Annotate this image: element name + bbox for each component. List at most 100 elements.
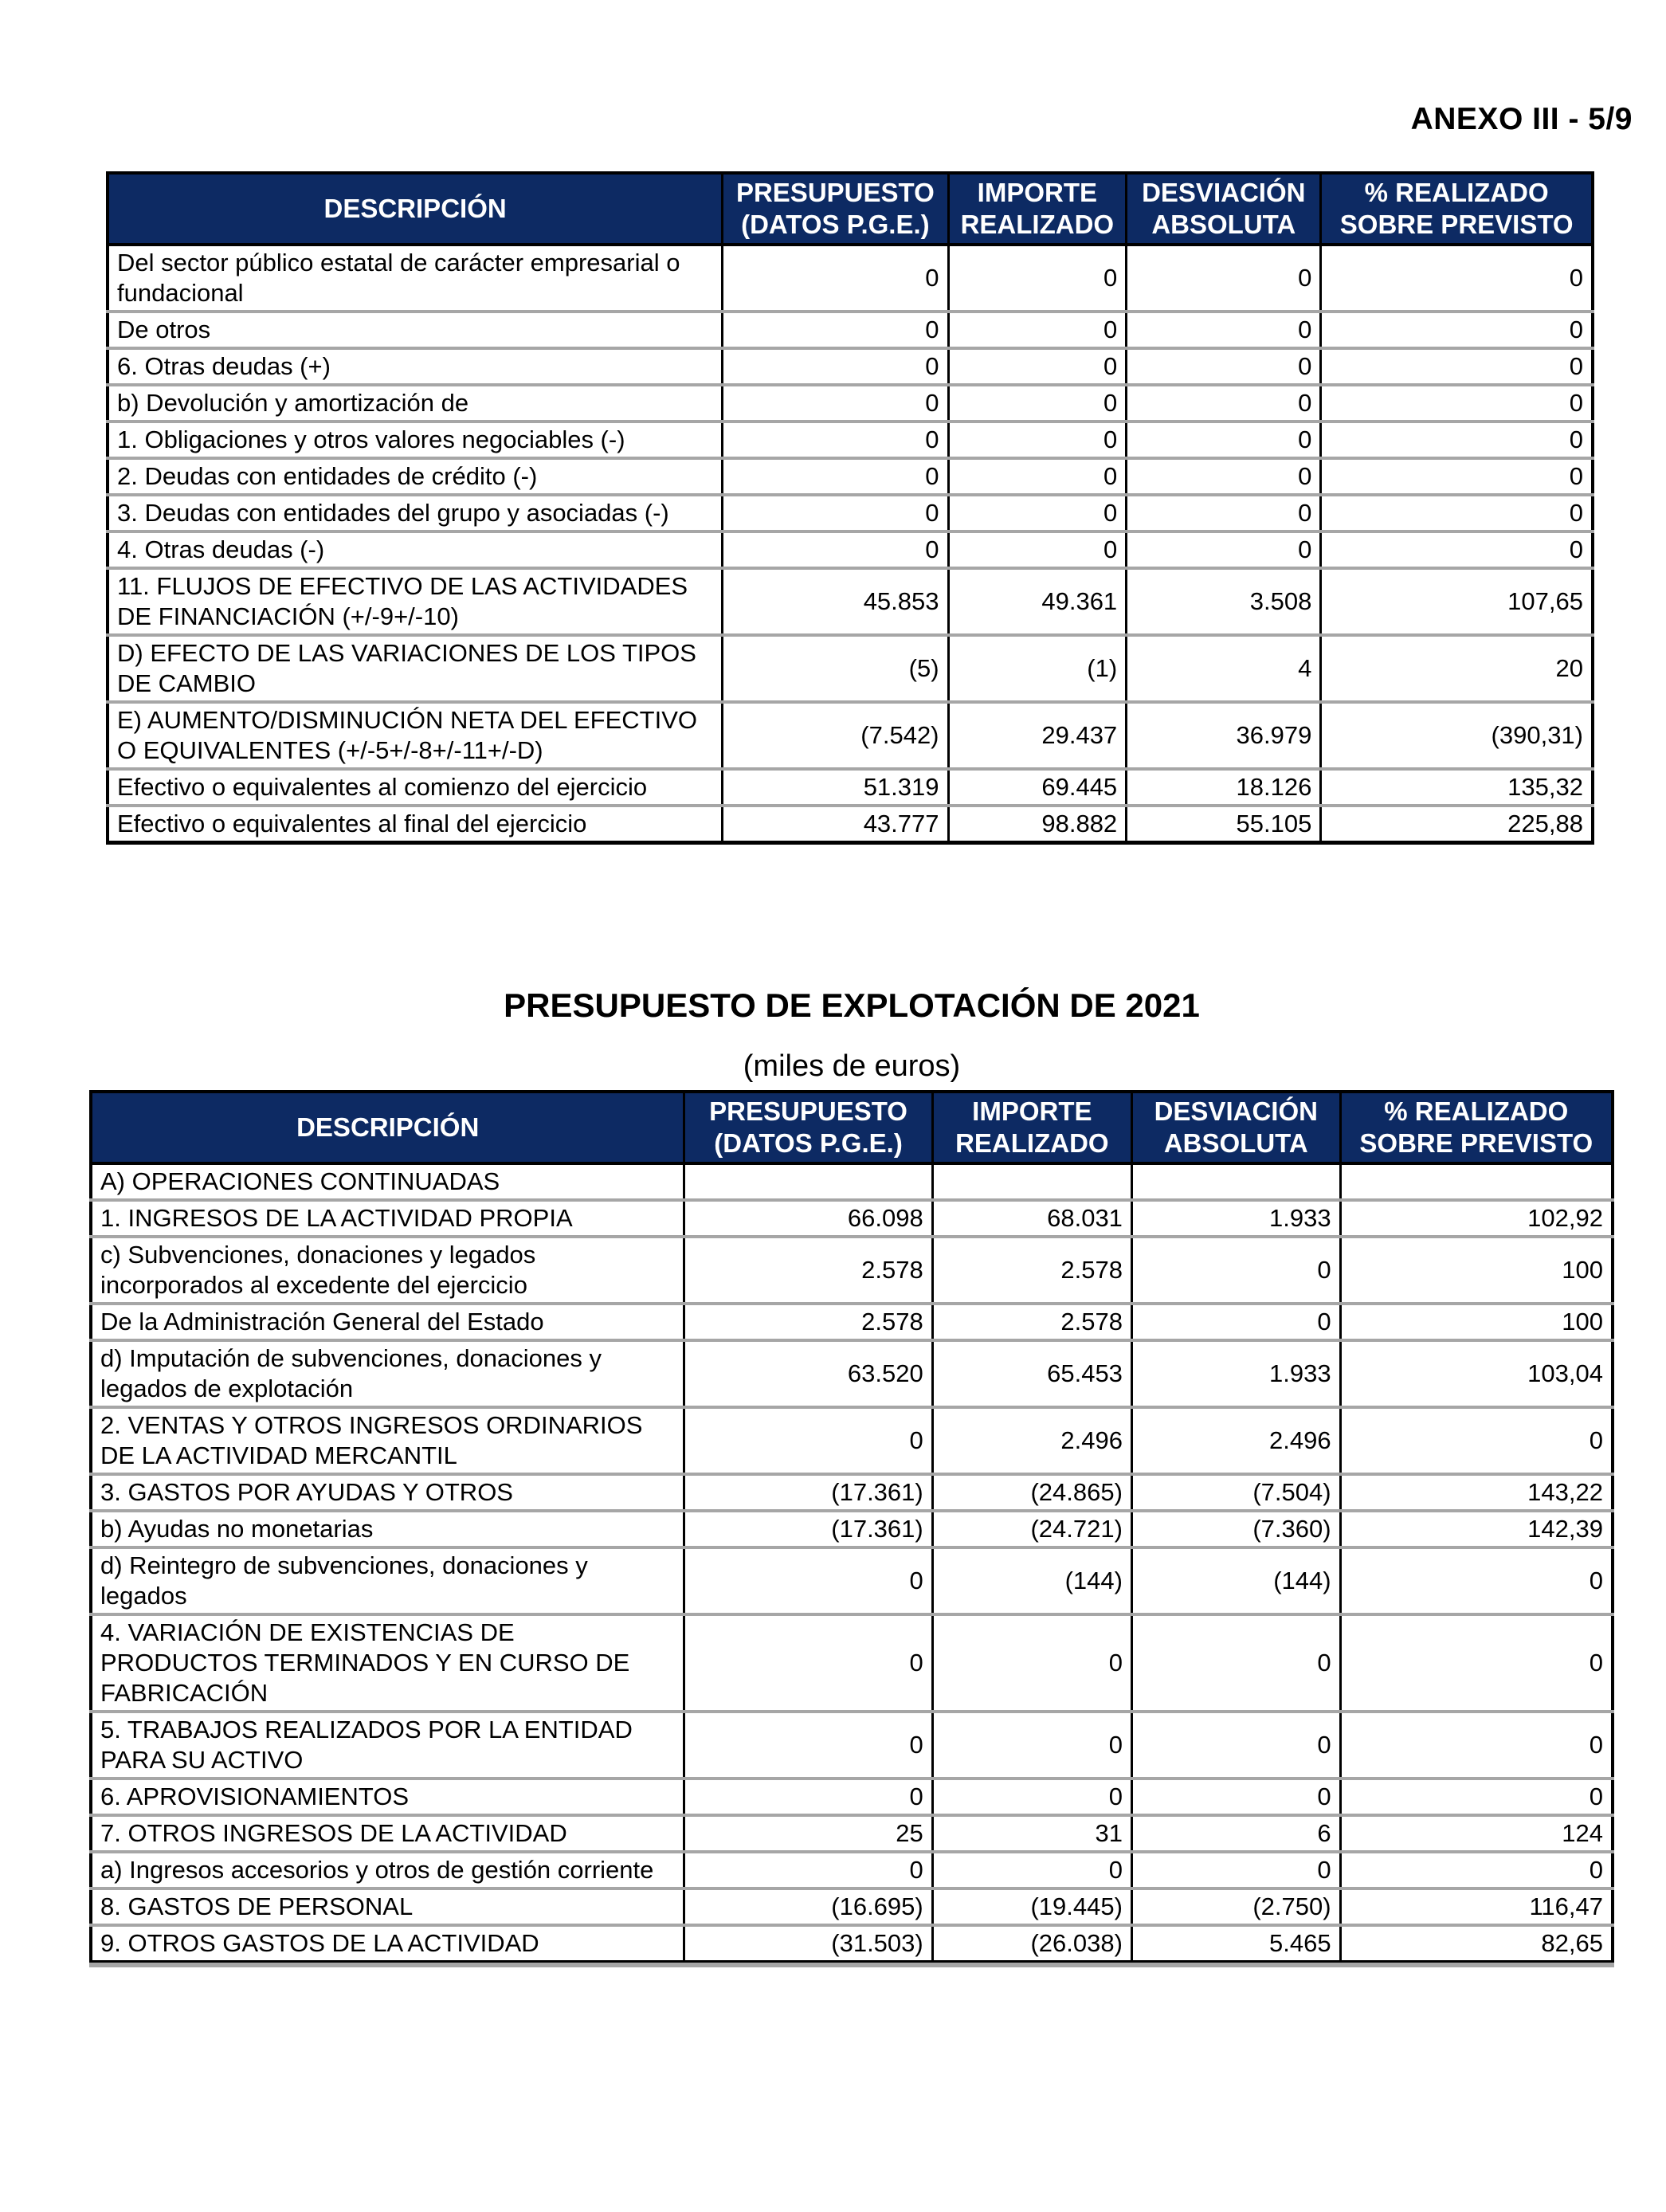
value-cell: 0 [931,1613,1132,1712]
table-row: D) EFECTO DE LAS VARIACIONES DE LOS TIPO… [108,633,1593,702]
column-header: % REALIZADO SOBRE PREVISTO [1319,173,1593,246]
value-cell: 3.508 [1125,567,1321,635]
value-cell: 69.445 [947,767,1127,806]
value-cell: (7.542) [721,700,949,769]
table-row: b) Ayudas no monetarias (17.361) (24.721)(… [91,1509,1613,1547]
operating-budget-table-header: DESCRIPCIÓN PRESUPUESTO (DATOS P.G.E.) IMP… [91,1092,1613,1165]
value-cell: 29.437 [947,700,1127,769]
operating-budget-table-body: A) OPERACIONES CONTINUADAS 1. INGRESOS DE… [91,1163,1613,1962]
value-cell: 1.933 [1130,1198,1341,1237]
column-header: DESVIACIÓN ABSOLUTA [1130,1092,1341,1165]
value-cell: 36.979 [1125,700,1321,769]
description-cell: a) Ingresos accesorios y otros de gestió… [91,1850,684,1888]
cash-flow-table: DESCRIPCIÓN PRESUPUESTO (DATOS P.G.E.) IMP… [106,171,1594,845]
value-cell: 0 [1125,383,1321,422]
value-cell [931,1163,1132,1200]
description-cell: 1. Obligaciones y otros valores negociab… [108,420,723,458]
value-cell: 51.319 [721,767,949,806]
value-cell: 0 [1125,457,1321,495]
cash-flow-table-header: DESCRIPCIÓN PRESUPUESTO (DATOS P.G.E.) IMP… [108,173,1593,246]
value-cell [683,1163,933,1200]
value-cell: 0 [1339,1710,1613,1779]
value-cell: 142,39 [1339,1509,1613,1547]
table-row: E) AUMENTO/DISMINUCIÓN NETA DEL EFECTIVO… [108,700,1593,769]
value-cell: 100 [1339,1235,1613,1304]
value-cell: 0 [1125,347,1321,385]
description-cell: c) Subvenciones, donaciones y legados in… [91,1235,684,1304]
value-cell: 0 [1130,1777,1341,1815]
value-cell: 31 [931,1814,1132,1852]
value-cell: 0 [931,1710,1132,1779]
value-cell: 143,22 [1339,1473,1613,1511]
description-cell: 2. Deudas con entidades de crédito (-) [108,457,723,495]
value-cell: 25 [683,1814,933,1852]
value-cell: 0 [683,1777,933,1815]
header-row: DESCRIPCIÓN PRESUPUESTO (DATOS P.G.E.) IMP… [108,173,1593,246]
column-header: IMPORTE REALIZADO [947,173,1127,246]
table-row: A) OPERACIONES CONTINUADAS [91,1163,1613,1200]
value-cell: 0 [1319,347,1593,385]
table-row: 1. INGRESOS DE LA ACTIVIDAD PROPIA 66.098… [91,1198,1613,1237]
table-row: 3. GASTOS POR AYUDAS Y OTROS (17.361) (24.… [91,1473,1613,1511]
value-cell: 2.496 [1130,1406,1341,1474]
table-row: c) Subvenciones, donaciones y legados in… [91,1235,1613,1304]
value-cell: 43.777 [721,804,949,843]
value-cell: 2.578 [683,1235,933,1304]
value-cell: 1.933 [1130,1339,1341,1407]
value-cell: (24.865) [931,1473,1132,1511]
value-cell: 116,47 [1339,1887,1613,1925]
header-row: DESCRIPCIÓN PRESUPUESTO (DATOS P.G.E.) IMP… [91,1092,1613,1165]
description-cell: 4. Otras deudas (-) [108,530,723,568]
value-cell: 0 [931,1777,1132,1815]
value-cell: (390,31) [1319,700,1593,769]
column-header: PRESUPUESTO (DATOS P.G.E.) [721,173,949,246]
value-cell: 68.031 [931,1198,1132,1237]
description-cell: Del sector público estatal de carácter e… [117,249,680,307]
value-cell: 0 [683,1546,933,1614]
column-header: PRESUPUESTO (DATOS P.G.E.) [683,1092,933,1165]
value-cell: 0 [721,310,949,348]
value-cell: 0 [721,457,949,495]
value-cell: (26.038) [931,1924,1132,1962]
description-cell: De la Administración General del Estado [91,1302,684,1340]
description-cell: 5. TRABAJOS REALIZADOS POR LA ENTIDAD PA… [91,1710,684,1779]
description-cell: A) OPERACIONES CONTINUADAS [100,1167,500,1195]
value-cell: 0 [1125,420,1321,458]
section-heading: PRESUPUESTO DE EXPLOTACIÓN DE 2021 (mile… [89,986,1614,1084]
value-cell: 2.578 [931,1302,1132,1340]
value-cell: 0 [1319,310,1593,348]
value-cell: 0 [1130,1302,1341,1340]
value-cell: 0 [1130,1235,1341,1304]
table-row: Efectivo o equivalentes al comienzo del … [108,767,1593,806]
value-cell [1339,1163,1613,1200]
value-cell: 0 [1319,530,1593,568]
column-header: DESCRIPCIÓN [91,1092,684,1165]
page-subtitle: (miles de euros) [743,1049,961,1083]
value-cell: (5) [721,633,949,702]
description-cell: b) Ayudas no monetarias [91,1509,684,1547]
value-cell: 18.126 [1125,767,1321,806]
column-header: DESVIACIÓN ABSOLUTA [1125,173,1321,246]
value-cell: 0 [683,1406,933,1474]
table-row: 4. VARIACIÓN DE EXISTENCIAS DE PRODUCTOS… [91,1613,1613,1712]
value-cell: 6 [1130,1814,1341,1852]
value-cell: 66.098 [683,1198,933,1237]
value-cell: 0 [947,457,1127,495]
table-row: Del sector público estatal de carácter e… [108,245,1593,312]
table-row: 7. OTROS INGRESOS DE LA ACTIVIDAD 25 31 6 12… [91,1814,1613,1852]
value-cell: 0 [947,383,1127,422]
table-row: 2. VENTAS Y OTROS INGRESOS ORDINARIOS DE… [91,1406,1613,1474]
table-row: De otros 0 0 0 0 [108,310,1593,348]
value-cell: 0 [1130,1850,1341,1888]
value-cell: 0 [947,347,1127,385]
page-title: PRESUPUESTO DE EXPLOTACIÓN DE 2021 [504,986,1200,1024]
table-row: 1. Obligaciones y otros valores negociab… [108,420,1593,458]
value-cell: (19.445) [931,1887,1132,1925]
table-row: 11. FLUJOS DE EFECTIVO DE LAS ACTIVIDADE… [108,567,1593,635]
value-cell: (1) [947,633,1127,702]
table-row: 3. Deudas con entidades del grupo y asoc… [108,493,1593,531]
value-cell: 55.105 [1125,804,1321,843]
value-cell: (17.361) [683,1509,933,1547]
value-cell: 20 [1319,633,1593,702]
